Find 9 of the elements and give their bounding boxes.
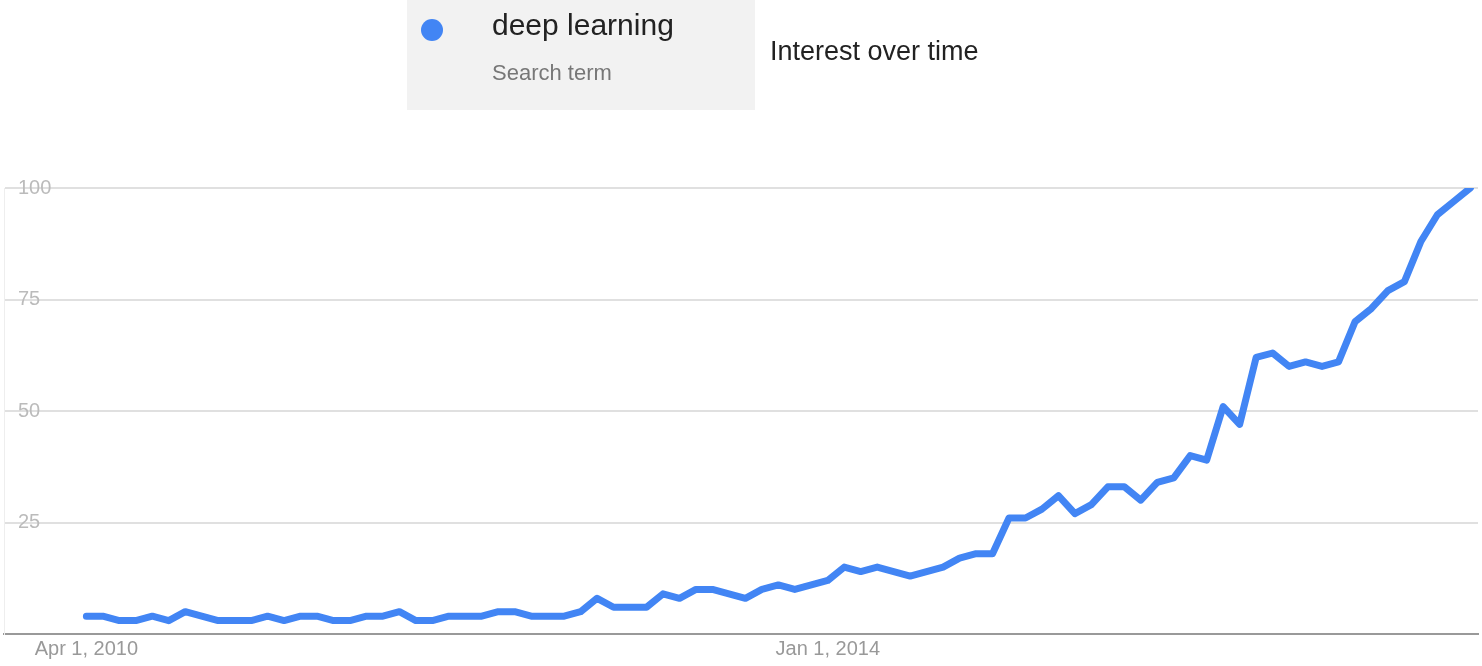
x-tick-label: Apr 1, 2010 (34, 636, 139, 659)
chart-title: Interest over time (770, 36, 979, 67)
x-tick-label: Jan 1, 2014 (775, 636, 881, 659)
y-tick-label: 50 (18, 398, 41, 421)
legend-title: Search term (492, 60, 612, 86)
legend-label: deep learning (492, 8, 674, 42)
y-tick-label: 25 (18, 510, 41, 533)
y-tick-label: 100 (18, 175, 52, 198)
y-tick-label: 75 (18, 287, 41, 310)
